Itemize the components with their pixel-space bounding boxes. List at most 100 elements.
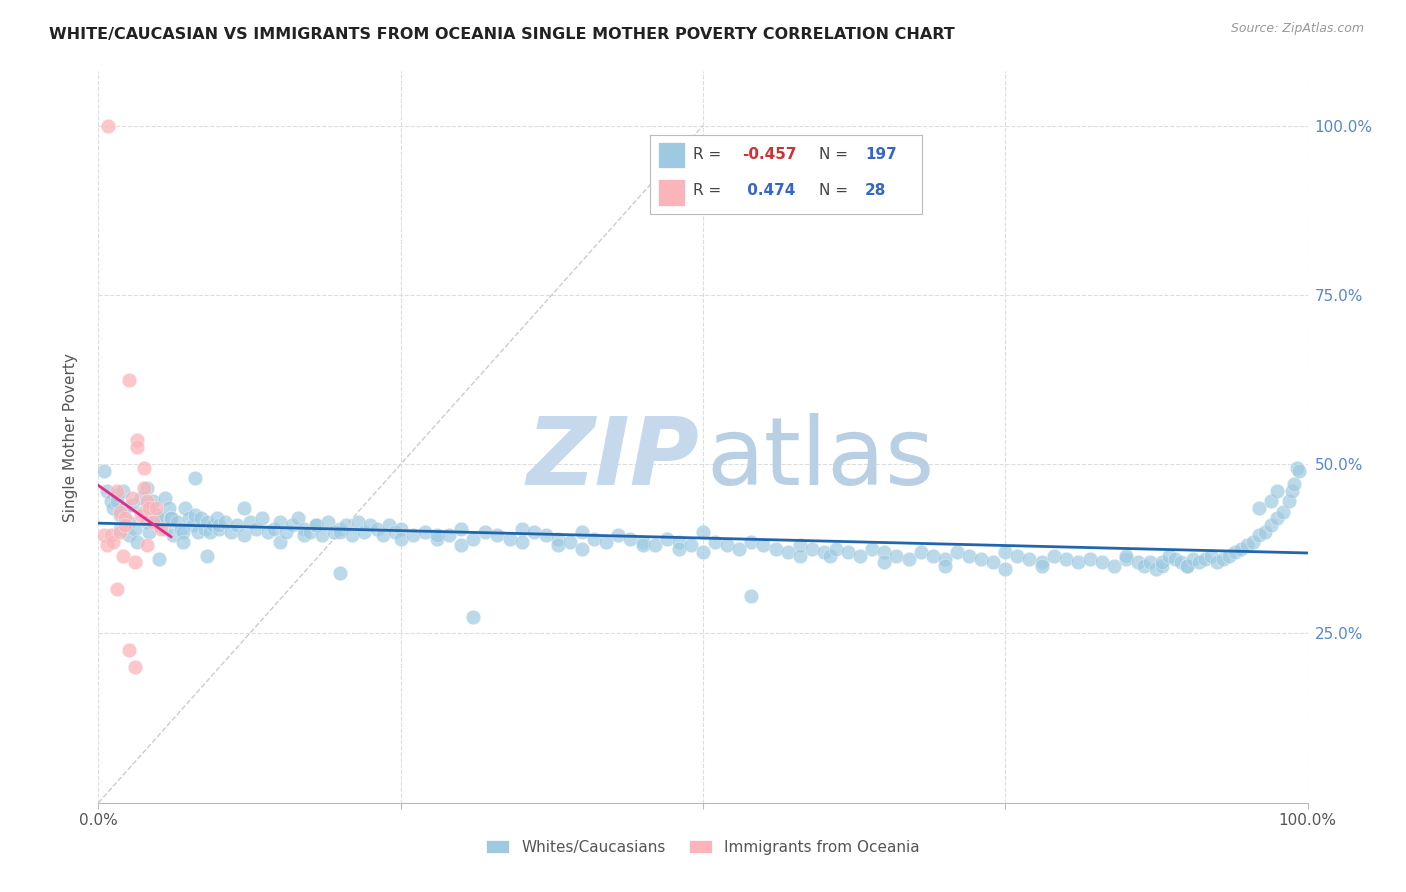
Point	[134, 481, 156, 495]
Point	[994, 562, 1017, 576]
Point	[127, 440, 149, 454]
Point	[135, 538, 157, 552]
Point	[1206, 555, 1229, 569]
Point	[184, 508, 207, 522]
Point	[510, 521, 533, 535]
Point	[169, 521, 191, 535]
Point	[311, 528, 333, 542]
Point	[873, 555, 896, 569]
Point	[202, 518, 225, 533]
Point	[776, 545, 799, 559]
Point	[607, 528, 630, 542]
Point	[1115, 549, 1137, 563]
Point	[172, 535, 194, 549]
Point	[142, 494, 165, 508]
Point	[1091, 555, 1114, 569]
Point	[1152, 558, 1174, 573]
Point	[1249, 528, 1271, 542]
Point	[825, 541, 848, 556]
Point	[716, 538, 738, 552]
Point	[135, 515, 157, 529]
Point	[153, 491, 176, 505]
Point	[124, 660, 146, 674]
Point	[1139, 555, 1161, 569]
Point	[118, 643, 141, 657]
Point	[1281, 484, 1303, 499]
Point	[127, 434, 149, 448]
Point	[534, 528, 557, 542]
Point	[981, 555, 1004, 569]
Point	[1272, 505, 1295, 519]
Point	[239, 515, 262, 529]
Point	[818, 549, 841, 563]
Point	[316, 515, 339, 529]
Text: WHITE/CAUCASIAN VS IMMIGRANTS FROM OCEANIA SINGLE MOTHER POVERTY CORRELATION CHA: WHITE/CAUCASIAN VS IMMIGRANTS FROM OCEAN…	[49, 27, 955, 42]
Point	[1260, 494, 1282, 508]
Point	[474, 524, 496, 539]
Point	[114, 501, 136, 516]
Point	[353, 524, 375, 539]
Point	[250, 511, 273, 525]
Point	[886, 549, 908, 563]
Point	[1249, 501, 1271, 516]
Point	[1260, 518, 1282, 533]
Point	[498, 532, 520, 546]
Point	[728, 541, 751, 556]
Point	[849, 549, 872, 563]
Point	[921, 549, 943, 563]
Point	[571, 541, 593, 556]
Point	[263, 521, 285, 535]
Point	[96, 538, 118, 552]
Point	[208, 518, 231, 533]
Point	[371, 528, 394, 542]
Point	[1175, 558, 1198, 573]
Point	[160, 511, 183, 525]
Point	[108, 524, 131, 539]
Point	[114, 511, 136, 525]
Point	[108, 508, 131, 522]
Bar	[658, 178, 685, 205]
Point	[1288, 464, 1310, 478]
Text: 0.474: 0.474	[742, 184, 796, 199]
Point	[426, 528, 449, 542]
Point	[1054, 552, 1077, 566]
Point	[305, 518, 328, 533]
Point	[174, 501, 197, 516]
Point	[789, 549, 811, 563]
Point	[571, 524, 593, 539]
Point	[1078, 552, 1101, 566]
Point	[108, 505, 131, 519]
Point	[172, 524, 194, 539]
Point	[1146, 562, 1168, 576]
Point	[329, 566, 352, 580]
Point	[1018, 552, 1040, 566]
Text: R =: R =	[693, 184, 721, 199]
Point	[1067, 555, 1090, 569]
Point	[195, 549, 218, 563]
Point	[1236, 538, 1258, 552]
Point	[463, 609, 485, 624]
Point	[450, 521, 472, 535]
Y-axis label: Single Mother Poverty: Single Mother Poverty	[63, 352, 77, 522]
Point	[118, 515, 141, 529]
Text: N =: N =	[818, 184, 848, 199]
Point	[274, 524, 297, 539]
Point	[323, 524, 346, 539]
Point	[1267, 511, 1289, 525]
Point	[1152, 555, 1174, 569]
Point	[765, 541, 787, 556]
Point	[105, 488, 128, 502]
Point	[619, 532, 641, 546]
Point	[292, 528, 315, 542]
Point	[934, 558, 956, 573]
Point	[547, 532, 569, 546]
Point	[121, 491, 143, 505]
Text: R =: R =	[693, 147, 721, 162]
Point	[1181, 552, 1204, 566]
Point	[1188, 555, 1211, 569]
Point	[413, 524, 436, 539]
Point	[740, 535, 762, 549]
Point	[105, 494, 128, 508]
Point	[668, 535, 690, 549]
Point	[1031, 558, 1053, 573]
